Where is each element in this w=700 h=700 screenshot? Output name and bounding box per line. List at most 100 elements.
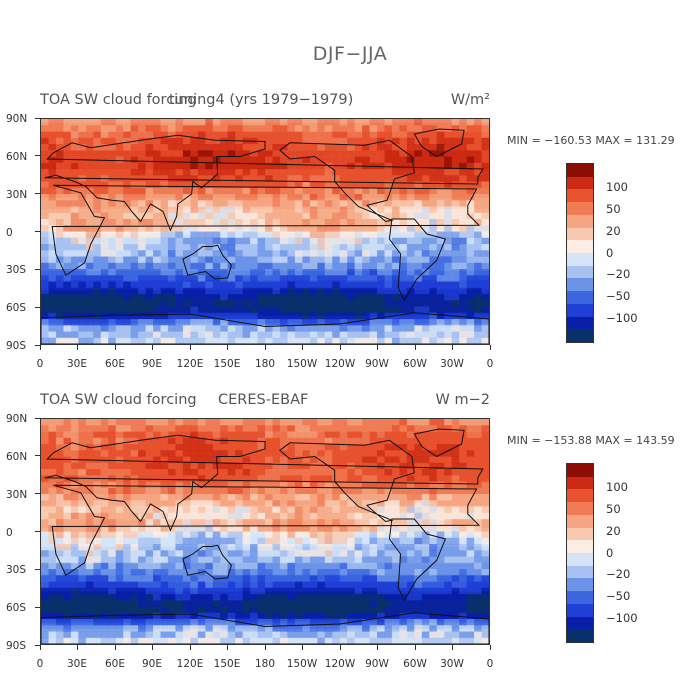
heatmap-cell xyxy=(93,287,102,295)
heatmap-cell xyxy=(444,294,453,301)
heatmap-cell xyxy=(279,175,288,182)
heatmap-cell xyxy=(145,181,154,189)
heatmap-cell xyxy=(78,187,87,195)
heatmap-cell xyxy=(481,469,489,476)
heatmap-cell xyxy=(474,300,483,307)
heatmap-cell xyxy=(429,231,438,239)
heatmap-cell xyxy=(227,500,236,507)
heatmap-cell xyxy=(123,637,132,644)
heatmap-cell xyxy=(474,469,483,476)
heatmap-cell xyxy=(444,331,453,339)
heatmap-cell xyxy=(145,519,154,526)
heatmap-cell xyxy=(205,450,214,457)
heatmap-cell xyxy=(309,162,318,170)
heatmap-cell xyxy=(227,575,236,582)
heatmap-cell xyxy=(444,337,453,344)
heatmap-cell xyxy=(115,262,124,270)
heatmap-cell xyxy=(85,450,94,457)
heatmap-cell xyxy=(362,281,371,289)
heatmap-cell xyxy=(429,312,438,320)
heatmap-cell xyxy=(332,562,341,570)
heatmap-cell xyxy=(294,619,303,626)
coastline-layer xyxy=(41,128,489,344)
heatmap-cell xyxy=(347,531,356,539)
heatmap-cell xyxy=(63,300,72,307)
heatmap-cell xyxy=(55,600,64,607)
heatmap-cell xyxy=(354,600,363,607)
heatmap-cell xyxy=(444,606,453,614)
heatmap-cell xyxy=(235,156,244,164)
heatmap-cell xyxy=(354,637,363,644)
heatmap-cell xyxy=(436,525,445,532)
heatmap-cell xyxy=(429,437,438,445)
heatmap-cell xyxy=(481,462,489,470)
colorbar-label: 50 xyxy=(606,202,621,216)
heatmap-cell xyxy=(93,562,102,570)
heatmap-cell xyxy=(347,331,356,339)
heatmap-cell xyxy=(63,431,72,439)
heatmap-cell xyxy=(459,469,468,476)
heatmap-cell xyxy=(212,244,221,251)
heatmap-cell xyxy=(369,169,378,176)
heatmap-cell xyxy=(369,637,378,644)
heatmap-cell xyxy=(444,637,453,644)
heatmap-cell xyxy=(93,569,102,576)
colorbar-swatch xyxy=(567,603,593,617)
heatmap-cell xyxy=(190,150,199,157)
heatmap-cell xyxy=(466,312,475,320)
heatmap-cell xyxy=(108,237,117,245)
heatmap-cell xyxy=(70,537,79,545)
heatmap-cell xyxy=(205,594,214,601)
heatmap-cell xyxy=(78,531,87,539)
heatmap-cell xyxy=(93,537,102,545)
heatmap-cell xyxy=(369,444,378,451)
heatmap-cell xyxy=(138,206,147,214)
heatmap-cell xyxy=(153,537,161,545)
heatmap-cell xyxy=(384,250,393,257)
heatmap-cell xyxy=(481,194,489,201)
heatmap-cell xyxy=(100,162,109,170)
heatmap-cell xyxy=(406,156,415,164)
heatmap-cell xyxy=(242,444,251,451)
heatmap-cell xyxy=(317,144,326,151)
heatmap-cell xyxy=(474,419,483,426)
heatmap-cell xyxy=(182,275,191,282)
heatmap-cell xyxy=(145,512,154,520)
heatmap-cell xyxy=(384,137,393,145)
heatmap-cell xyxy=(220,419,229,426)
heatmap-cell xyxy=(175,337,184,344)
heatmap-cell xyxy=(63,169,72,176)
heatmap-cell xyxy=(85,431,94,439)
heatmap-cell xyxy=(167,456,176,464)
heatmap-cell xyxy=(421,287,430,295)
heatmap-cell xyxy=(466,231,475,239)
heatmap-cell xyxy=(93,250,102,257)
y-tick-label: 60N xyxy=(6,151,28,163)
heatmap-cell xyxy=(406,506,415,514)
heatmap-cell xyxy=(272,256,281,264)
heatmap-cell xyxy=(309,631,318,639)
heatmap-cell xyxy=(347,137,356,145)
heatmap-cell xyxy=(175,437,184,445)
heatmap-cell xyxy=(100,606,109,614)
heatmap-cell xyxy=(115,481,124,489)
heatmap-cell xyxy=(257,481,266,489)
heatmap-cell xyxy=(108,606,117,614)
heatmap-cell xyxy=(481,169,489,176)
heatmap-cell xyxy=(205,294,214,301)
heatmap-cell xyxy=(93,244,102,251)
heatmap-cell xyxy=(347,200,356,207)
heatmap-cell xyxy=(406,187,415,195)
heatmap-cell xyxy=(384,200,393,207)
heatmap-cell xyxy=(324,275,333,282)
heatmap-cell xyxy=(130,144,139,151)
heatmap-cell xyxy=(406,194,415,201)
heatmap-cell xyxy=(459,262,468,270)
heatmap-cell xyxy=(309,137,318,145)
heatmap-cell xyxy=(100,531,109,539)
heatmap-cell xyxy=(123,237,132,245)
heatmap-cell xyxy=(414,225,423,232)
heatmap-cell xyxy=(115,450,124,457)
heatmap-cell xyxy=(279,331,288,339)
heatmap-cell xyxy=(302,425,311,432)
